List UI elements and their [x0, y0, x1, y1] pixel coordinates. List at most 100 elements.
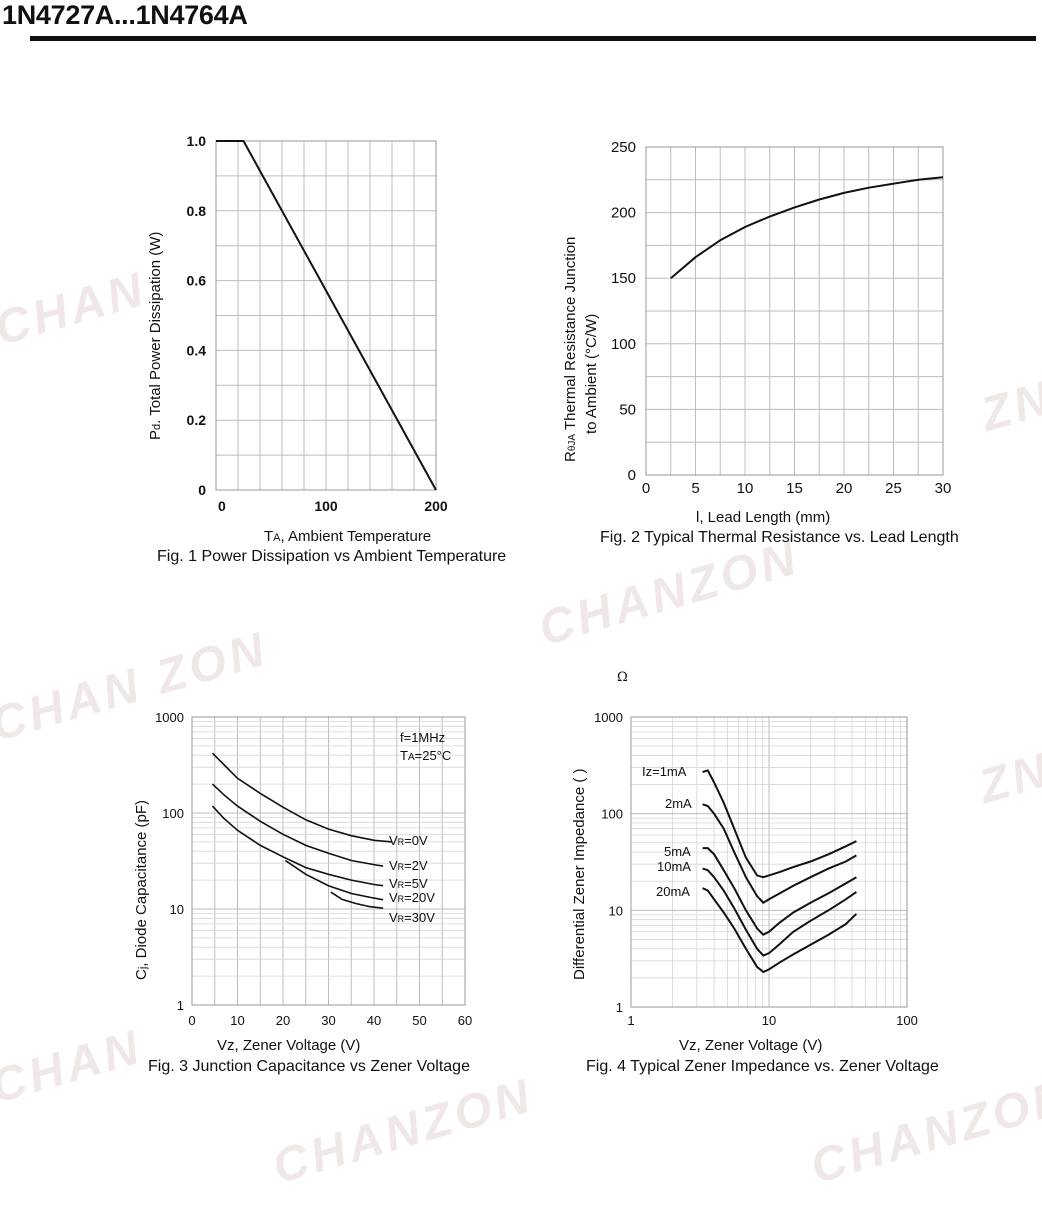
fig2-plot-frame — [645, 146, 944, 476]
fig3-chart: 1 10 10 0 1000 0 10 20 30 40 50 60 VR=0V VR=2V VR=5V… — [133, 710, 472, 1075]
fig1-curves — [216, 140, 437, 491]
fig1-y-tick-label: 0.8 — [187, 203, 207, 219]
fig4-x-tick-label: 100 — [896, 1013, 918, 1028]
fig1-y-tick-label: 0.6 — [187, 273, 207, 289]
fig4-series-line — [702, 867, 857, 957]
fig3-y-tick-label: 1000 — [155, 710, 184, 725]
fig2-chart: 0 50 100 150 200 250 0 5 10 15 20 25 30 RθJA Therma… — [562, 139, 959, 546]
fig3-y-tick-label: 1 — [177, 998, 184, 1013]
fig1-grid — [216, 141, 436, 490]
fig2-y-tick-label: 100 — [611, 336, 636, 353]
page-title: 1N4727A...1N4764A — [2, 0, 248, 30]
fig3-annotation-temp: TA=25°C — [400, 748, 451, 763]
fig2-x-tick-label: 0 — [642, 480, 650, 497]
fig3-y-axis-label: Cj, Diode Capacitance (pF) — [133, 800, 150, 980]
fig4-plot-frame — [630, 716, 908, 1008]
fig2-x-tick-label: 20 — [836, 480, 853, 497]
fig3-x-tick-label: 30 — [321, 1013, 335, 1028]
fig3-series-label: VR=30V — [389, 910, 435, 925]
fig4-series-label: Iz=1mA — [642, 764, 687, 779]
fig3-x-tick-label: 40 — [367, 1013, 381, 1028]
fig2-y-tick-label: 0 — [628, 467, 636, 484]
fig1-x-axis-label: TA, Ambient Temperature — [264, 528, 431, 545]
fig4-series-line — [702, 803, 857, 904]
fig4-x-ticks: 1 10 100 — [627, 1013, 917, 1028]
fig4-caption: Fig. 4 Typical Zener Impedance vs. Zener… — [586, 1058, 939, 1075]
fig3-caption: Fig. 3 Junction Capacitance vs Zener Vol… — [148, 1058, 470, 1075]
fig1-chart: 0 0.2 0.4 0.6 0.8 1.0 0 100 200 Pd. Total Power… — [147, 133, 506, 565]
fig2-curves — [670, 176, 944, 279]
stray-omega-glyph: Ω — [617, 670, 628, 685]
fig1-y-ticks: 0 0.2 0.4 0.6 0.8 1.0 — [187, 133, 207, 498]
fig2-y-axis-label-line1: RθJA Thermal Resistance Junction — [562, 237, 579, 462]
fig4-series-label: 20mA — [656, 884, 690, 899]
fig3-plot-frame — [191, 716, 466, 1006]
fig3-annotation-freq: f=1MHz — [400, 730, 445, 745]
fig4-series-line — [702, 847, 857, 936]
fig2-x-ticks: 0 5 10 15 20 25 30 — [642, 480, 952, 497]
fig4-x-tick-label: 10 — [762, 1013, 776, 1028]
fig2-x-tick-label: 10 — [737, 480, 754, 497]
fig1-x-ticks: 0 100 200 — [218, 498, 448, 514]
fig4-curves — [702, 769, 858, 974]
fig4-y-axis-label: Differential Zener Impedance ( ) — [571, 769, 588, 981]
fig4-x-tick-label: 1 — [627, 1013, 634, 1028]
fig1-y-tick-label: 0 — [198, 482, 206, 498]
fig2-y-axis-label-line2: to Ambient (°C/W) — [583, 314, 600, 434]
fig1-x-tick-label: 200 — [424, 498, 448, 514]
fig3-series-label: VR=5V — [389, 876, 428, 891]
fig2-x-tick-label: 25 — [885, 480, 902, 497]
fig3-series-label: VR=0V — [389, 833, 428, 848]
fig3-x-tick-label: 10 — [230, 1013, 244, 1028]
fig3-x-ticks: 0 10 20 30 40 50 60 — [188, 1013, 472, 1028]
fig3-y-ticks: 1 10 100 1000 — [155, 710, 184, 1013]
fig3-grid — [192, 717, 465, 1005]
fig4-series-line — [702, 887, 858, 974]
fig3-x-axis-label: Vz, Zener Voltage (V) — [217, 1037, 360, 1054]
fig1-x-tick-label: 0 — [218, 498, 226, 514]
fig4-series-line — [702, 769, 857, 879]
fig3-series-line — [211, 783, 384, 867]
fig2-x-tick-label: 30 — [935, 480, 952, 497]
fig3-curves — [211, 752, 393, 909]
fig2-y-ticks: 0 50 100 150 200 250 — [611, 139, 636, 484]
fig1-y-tick-label: 0.2 — [187, 412, 207, 428]
fig1-y-tick-label: 1.0 — [187, 133, 207, 149]
fig3-series-label: VR=2V — [389, 858, 428, 873]
fig2-grid — [646, 147, 943, 475]
fig4-x-axis-label: Vz, Zener Voltage (V) — [679, 1037, 822, 1054]
fig4-y-tick-label: 1000 — [594, 710, 623, 725]
fig2-x-tick-label: 15 — [786, 480, 803, 497]
fig2-y-tick-label: 150 — [611, 270, 636, 287]
fig3-series-line — [211, 805, 384, 887]
fig4-series-label: 2mA — [665, 796, 692, 811]
fig3-series-line — [330, 891, 384, 909]
fig3-series-line — [284, 859, 384, 901]
fig3-y-tick-label: 10 — [170, 902, 184, 917]
fig1-plot-frame — [215, 140, 437, 491]
fig4-y-tick-label: 10 — [609, 903, 623, 918]
fig2-y-tick-label: 250 — [611, 139, 636, 156]
fig3-x-tick-label: 20 — [276, 1013, 290, 1028]
fig3-x-tick-label: 50 — [412, 1013, 426, 1028]
fig2-series-line — [670, 176, 944, 279]
fig2-caption: Fig. 2 Typical Thermal Resistance vs. Le… — [600, 529, 959, 546]
fig1-x-tick-label: 100 — [314, 498, 338, 514]
fig3-series-label: VR=20V — [389, 890, 435, 905]
fig4-y-tick-label: 100 — [601, 807, 623, 822]
fig2-y-tick-label: 200 — [611, 205, 636, 222]
fig4-grid — [631, 717, 907, 1007]
fig3-series-line — [211, 752, 393, 843]
fig3-x-tick-label: 60 — [458, 1013, 472, 1028]
fig2-y-tick-label: 50 — [619, 401, 636, 418]
fig1-y-tick-label: 0.4 — [187, 342, 207, 358]
fig2-x-tick-label: 5 — [691, 480, 699, 497]
fig4-series-label: 10mA — [657, 859, 691, 874]
fig2-x-axis-label: l, Lead Length (mm) — [696, 509, 830, 526]
fig3-x-tick-label: 0 — [188, 1013, 195, 1028]
fig1-y-axis-label: Pd. Total Power Dissipation (W) — [147, 232, 164, 440]
